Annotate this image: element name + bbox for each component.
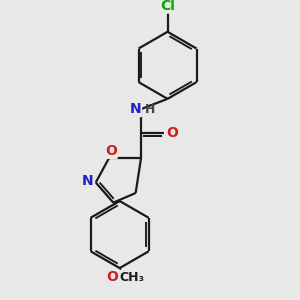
Text: Cl: Cl	[160, 0, 175, 13]
Text: O: O	[105, 144, 117, 158]
Text: N: N	[130, 102, 141, 116]
Text: O: O	[167, 126, 178, 140]
Text: H: H	[145, 103, 155, 116]
Text: CH₃: CH₃	[119, 271, 144, 284]
Text: N: N	[82, 174, 94, 188]
Text: O: O	[107, 270, 118, 284]
